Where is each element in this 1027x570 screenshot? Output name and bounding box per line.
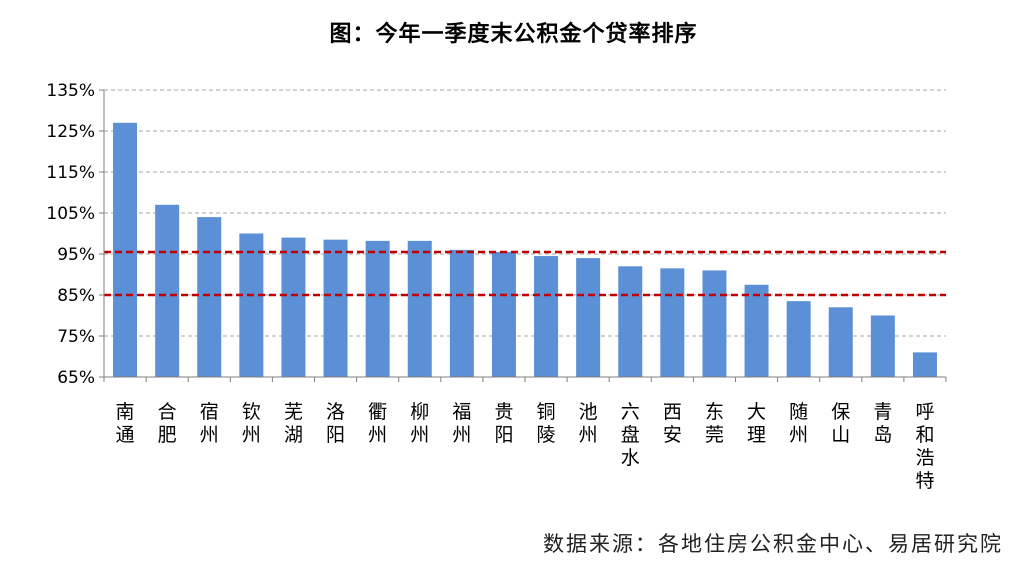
y-tick-label: 135% [46, 81, 95, 101]
bar [912, 352, 937, 377]
gridlines [104, 89, 946, 337]
bar [155, 204, 180, 377]
bar [281, 237, 306, 377]
x-tick-label: 合肥 [158, 401, 177, 446]
y-tick-labels: 65% 75% 85% 95% 105% 115% 125% 135% [46, 81, 95, 388]
x-tick-label: 池州 [579, 401, 598, 446]
bar [786, 301, 811, 377]
bar [828, 307, 853, 377]
bar [618, 266, 643, 377]
y-tick-label: 105% [46, 204, 95, 224]
y-tick-label: 85% [57, 286, 95, 306]
x-tick-label: 柳州 [410, 401, 429, 446]
bar [407, 240, 432, 377]
chart-title: 图：今年一季度末公积金个贷率排序 [329, 22, 698, 47]
x-tick-label: 保山 [831, 401, 850, 446]
bar [534, 256, 559, 377]
axes [99, 89, 947, 382]
y-tick-label: 75% [57, 327, 95, 347]
bar [197, 217, 222, 377]
x-tick-label: 青岛 [873, 401, 892, 446]
x-tick-label: 铜陵 [537, 401, 556, 446]
x-tick-label: 西安 [663, 401, 682, 446]
x-tick-label: 洛阳 [326, 401, 345, 446]
bar [702, 270, 727, 377]
x-tick-label: 六盘水 [621, 401, 640, 469]
y-tick-label: 65% [57, 368, 95, 388]
y-tick-label: 95% [57, 245, 95, 265]
x-tick-label: 衢州 [368, 401, 387, 446]
bar [449, 249, 474, 377]
x-tick-label: 钦州 [242, 401, 261, 446]
x-tick-label: 大理 [747, 401, 766, 446]
bar [744, 284, 769, 377]
bars [113, 122, 937, 377]
reference-lines [104, 250, 946, 297]
bar [239, 233, 264, 377]
bar [365, 240, 390, 377]
x-tick-label: 南通 [116, 401, 135, 446]
x-tick-label: 贵阳 [494, 401, 513, 446]
x-tick-label: 宿州 [200, 401, 219, 446]
x-tick-label: 东莞 [705, 401, 724, 446]
bar [491, 251, 516, 377]
bar [870, 315, 895, 377]
x-tick-label: 随州 [789, 401, 808, 446]
x-tick-label: 呼和浩特 [915, 401, 934, 492]
y-tick-label: 115% [46, 163, 95, 183]
bar [576, 258, 601, 377]
x-tick-label: 芜湖 [284, 401, 303, 446]
x-tick-label: 福州 [452, 401, 471, 446]
source-note: 数据来源：各地住房公积金中心、易居研究院 [543, 532, 1003, 556]
bar [660, 268, 685, 377]
bar [323, 239, 348, 377]
y-tick-label: 125% [46, 122, 95, 142]
bar [113, 122, 138, 377]
